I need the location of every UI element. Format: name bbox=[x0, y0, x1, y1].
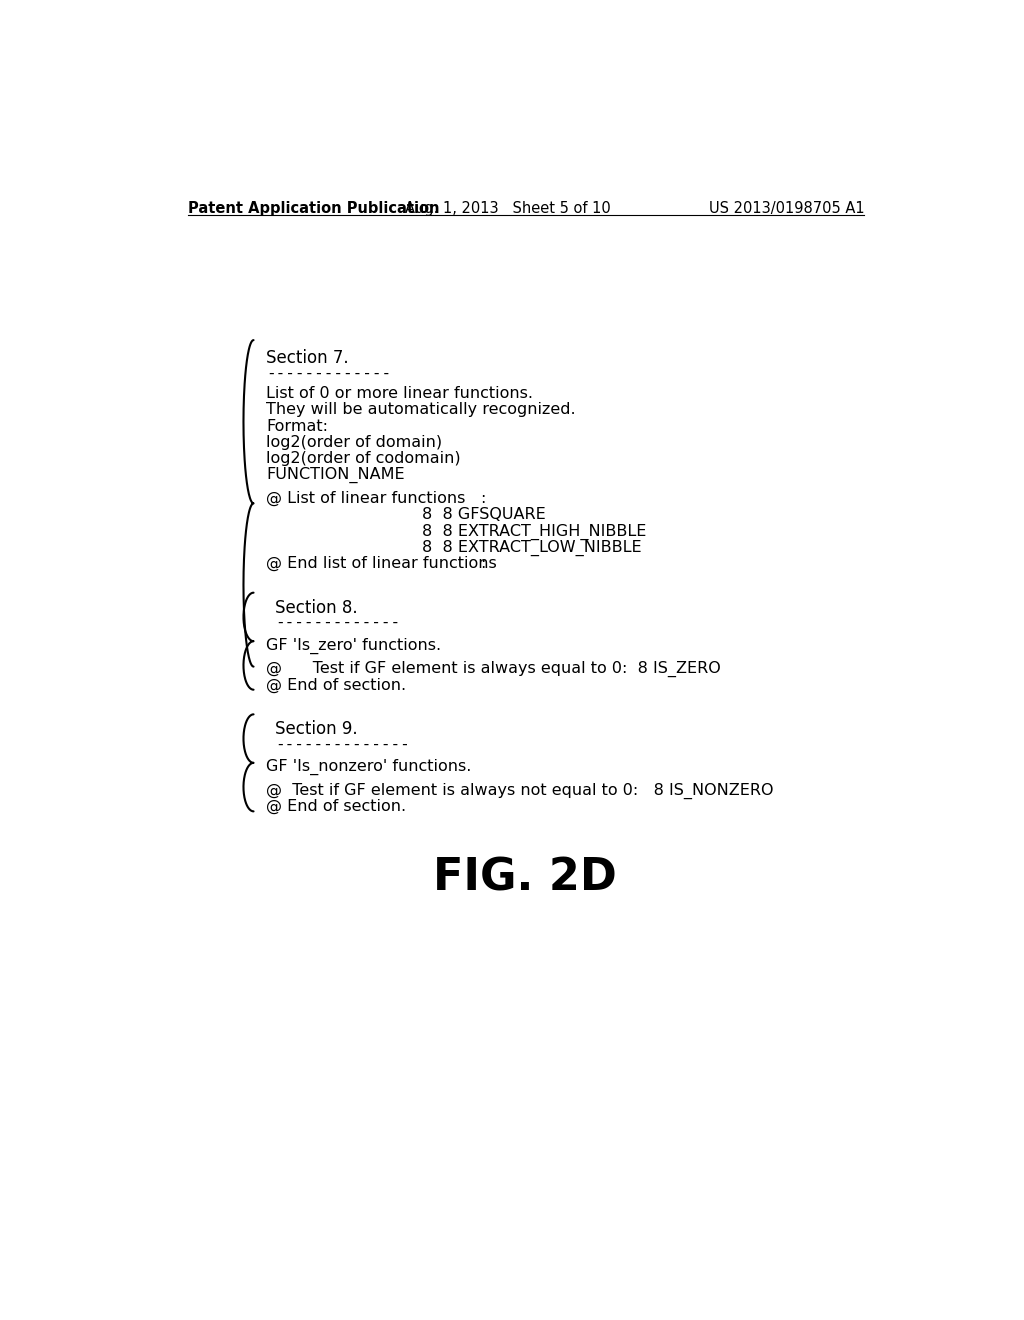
Text: Section 7.: Section 7. bbox=[266, 350, 348, 367]
Text: @  Test if GF element is always not equal to 0:   8 IS_NONZERO: @ Test if GF element is always not equal… bbox=[266, 783, 773, 799]
Text: They will be automatically recognized.: They will be automatically recognized. bbox=[266, 403, 575, 417]
Text: -------------: ------------- bbox=[275, 615, 400, 630]
Text: log2(order of codomain): log2(order of codomain) bbox=[266, 451, 461, 466]
Text: List of 0 or more linear functions.: List of 0 or more linear functions. bbox=[266, 387, 532, 401]
Text: :: : bbox=[480, 556, 486, 570]
Text: US 2013/0198705 A1: US 2013/0198705 A1 bbox=[709, 201, 864, 215]
Text: :: : bbox=[480, 491, 486, 506]
Text: Section 9.: Section 9. bbox=[275, 721, 357, 738]
Text: log2(order of domain): log2(order of domain) bbox=[266, 434, 442, 450]
Text: @      Test if GF element is always equal to 0:  8 IS_ZERO: @ Test if GF element is always equal to … bbox=[266, 661, 721, 677]
Text: @ End of section.: @ End of section. bbox=[266, 799, 407, 814]
Text: Section 8.: Section 8. bbox=[275, 599, 357, 616]
Text: Patent Application Publication: Patent Application Publication bbox=[188, 201, 440, 215]
Text: 8  8 EXTRACT_LOW_NIBBLE: 8 8 EXTRACT_LOW_NIBBLE bbox=[423, 540, 642, 556]
Text: @ End list of linear functions: @ End list of linear functions bbox=[266, 556, 497, 572]
Text: @ End of section.: @ End of section. bbox=[266, 677, 407, 693]
Text: --------------: -------------- bbox=[275, 737, 410, 751]
Text: GF 'Is_nonzero' functions.: GF 'Is_nonzero' functions. bbox=[266, 759, 471, 775]
Text: Aug. 1, 2013   Sheet 5 of 10: Aug. 1, 2013 Sheet 5 of 10 bbox=[404, 201, 610, 215]
Text: 8  8 GFSQUARE: 8 8 GFSQUARE bbox=[423, 507, 546, 523]
Text: FIG. 2D: FIG. 2D bbox=[433, 857, 616, 900]
Text: @ List of linear functions: @ List of linear functions bbox=[266, 491, 465, 507]
Text: Format:: Format: bbox=[266, 418, 328, 434]
Text: 8  8 EXTRACT_HIGH_NIBBLE: 8 8 EXTRACT_HIGH_NIBBLE bbox=[423, 524, 647, 540]
Text: FUNCTION_NAME: FUNCTION_NAME bbox=[266, 467, 404, 483]
Text: GF 'Is_zero' functions.: GF 'Is_zero' functions. bbox=[266, 638, 441, 653]
Text: -------------: ------------- bbox=[266, 366, 391, 380]
